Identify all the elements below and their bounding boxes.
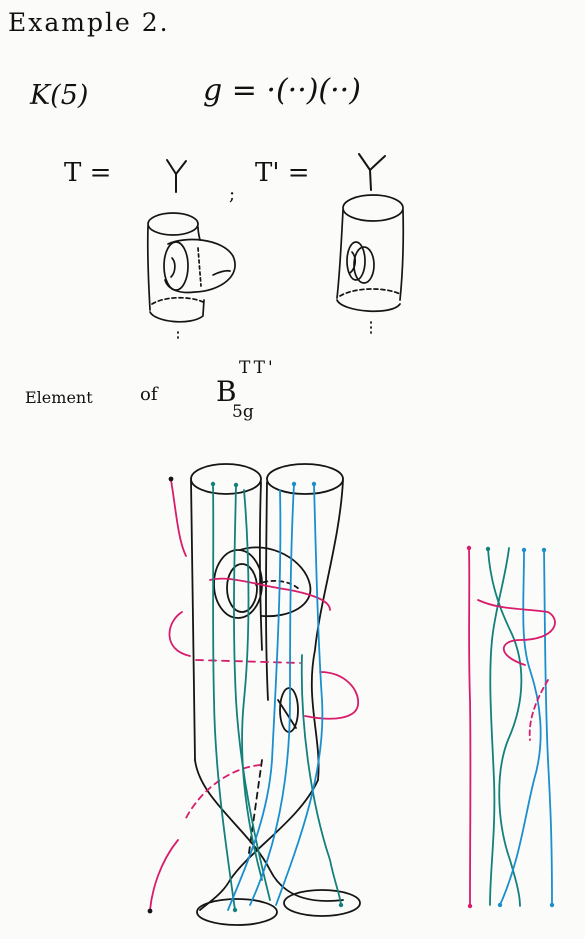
separator: ; [229,184,236,205]
t-prime-pants-sketch [336,194,405,337]
right-pink-strand [468,547,556,907]
b-subscript: 5g [232,402,254,422]
braid-endpoints [147,476,344,914]
g-definition: g = ·(··)(··) [203,73,361,108]
example-title: Example 2. [8,8,170,37]
of-word: of [140,384,158,405]
element-label: Element [25,388,93,407]
k-five-label: K(5) [30,80,89,111]
t-prime-label: T' = [255,158,310,188]
b-superscript: TT' [239,358,276,378]
blue-strands [227,483,324,911]
t-label: T = [64,158,112,188]
t-pants-sketch [146,212,236,343]
b-symbol: B [216,375,237,408]
right-braid-endpoints [466,545,555,909]
braid-tube-diagram [147,463,361,926]
teal-strands [212,483,342,911]
t-prime-tree-icon [358,153,386,191]
right-braid-diagram [466,545,556,909]
right-teal-strands [487,547,523,907]
t-tree-icon [166,159,187,193]
